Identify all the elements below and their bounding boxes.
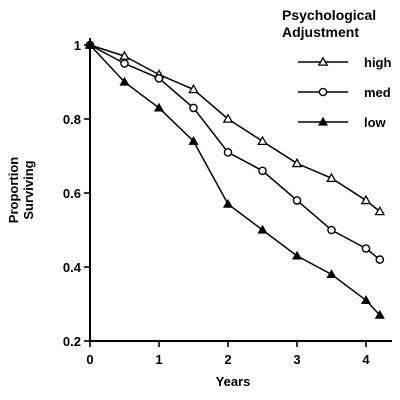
x-tick-label: 0 bbox=[86, 352, 93, 367]
data-point-low bbox=[374, 309, 385, 319]
y-tick-label: 0.8 bbox=[63, 112, 81, 127]
data-point-med bbox=[292, 196, 302, 205]
legend-label-low: low bbox=[364, 115, 387, 130]
legend-entries: high med low bbox=[298, 55, 391, 130]
legend-item-med: med bbox=[298, 85, 391, 100]
data-point-med bbox=[120, 59, 129, 68]
data-point-low bbox=[257, 224, 268, 234]
data-point-low bbox=[119, 76, 130, 86]
x-axis-title: Years bbox=[216, 374, 251, 389]
data-point-low bbox=[291, 250, 303, 260]
series-layer bbox=[84, 39, 386, 319]
legend-marker-med bbox=[318, 87, 328, 97]
x-tick-label: 1 bbox=[155, 352, 162, 367]
y-ticks: 0.2 0.4 0.6 0.8 1 bbox=[63, 38, 90, 349]
legend-item-low: low bbox=[298, 115, 387, 130]
data-point-high bbox=[374, 205, 386, 216]
data-point-high bbox=[188, 83, 199, 94]
series-low bbox=[84, 39, 385, 319]
data-point-med bbox=[189, 103, 198, 113]
data-point-med bbox=[361, 244, 371, 253]
data-point-high bbox=[291, 157, 303, 168]
data-point-med bbox=[258, 166, 267, 176]
data-point-low bbox=[360, 295, 372, 304]
legend-title-line-1: Psychological bbox=[282, 7, 376, 23]
x-ticks: 0 1 2 3 4 bbox=[86, 341, 370, 367]
legend-label-med: med bbox=[364, 85, 391, 100]
series-med bbox=[85, 40, 385, 264]
y-tick-label: 0.4 bbox=[63, 260, 82, 275]
series-line-low bbox=[89, 44, 381, 316]
data-point-med bbox=[327, 225, 336, 235]
x-tick-label: 4 bbox=[362, 352, 370, 367]
y-tick-label: 0.2 bbox=[63, 334, 81, 349]
legend-title-line-2: Adjustment bbox=[282, 24, 359, 40]
data-point-low bbox=[84, 39, 96, 49]
series-line-med bbox=[89, 44, 381, 261]
legend-label-high: high bbox=[364, 55, 391, 70]
legend-marker-high bbox=[317, 56, 329, 66]
x-tick-label: 2 bbox=[224, 352, 231, 367]
data-point-low bbox=[326, 269, 337, 279]
y-tick-label: 1 bbox=[74, 38, 81, 53]
data-point-med bbox=[223, 147, 233, 157]
series-line-high bbox=[89, 44, 381, 213]
data-point-low bbox=[188, 135, 199, 145]
data-point-med bbox=[154, 74, 164, 83]
data-point-high bbox=[257, 135, 268, 146]
data-point-low bbox=[153, 102, 165, 112]
data-point-high bbox=[222, 113, 234, 123]
legend: Psychological Adjustment high med low bbox=[282, 7, 391, 130]
data-point-high bbox=[326, 172, 337, 183]
y-axis-title: Proportion Surviving bbox=[6, 157, 36, 223]
data-point-high bbox=[360, 194, 372, 205]
y-axis-title-line-2: Surviving bbox=[21, 160, 36, 219]
data-point-low bbox=[222, 198, 234, 208]
data-point-med bbox=[375, 255, 385, 264]
legend-marker-low bbox=[317, 116, 329, 126]
legend-item-high: high bbox=[298, 55, 391, 70]
x-tick-label: 3 bbox=[293, 352, 300, 367]
y-tick-label: 0.6 bbox=[63, 186, 81, 201]
y-axis-title-line-1: Proportion bbox=[6, 157, 21, 223]
